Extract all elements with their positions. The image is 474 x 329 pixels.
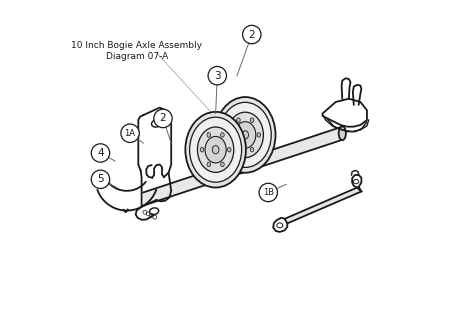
Ellipse shape [220, 133, 224, 137]
Circle shape [91, 144, 109, 162]
Circle shape [208, 66, 227, 85]
Ellipse shape [227, 112, 264, 158]
Ellipse shape [185, 112, 246, 188]
Ellipse shape [338, 126, 346, 140]
Ellipse shape [224, 134, 237, 150]
Text: 1B: 1B [263, 188, 274, 197]
Ellipse shape [198, 127, 234, 172]
Ellipse shape [219, 102, 271, 167]
Ellipse shape [237, 118, 240, 122]
Ellipse shape [207, 162, 210, 167]
Text: 2: 2 [160, 114, 166, 123]
Ellipse shape [237, 147, 240, 152]
Ellipse shape [250, 147, 254, 152]
Ellipse shape [190, 117, 242, 182]
Ellipse shape [200, 147, 204, 152]
Ellipse shape [250, 118, 254, 122]
Ellipse shape [152, 120, 161, 127]
Ellipse shape [221, 131, 239, 153]
Text: 10 Inch Bogie Axle Assembly
Diagram 07-A: 10 Inch Bogie Axle Assembly Diagram 07-A [71, 41, 202, 61]
Polygon shape [143, 127, 342, 206]
Ellipse shape [220, 162, 224, 167]
Ellipse shape [277, 223, 283, 228]
Circle shape [259, 183, 277, 202]
Ellipse shape [149, 208, 159, 215]
Circle shape [91, 170, 109, 189]
Text: 1A: 1A [125, 129, 136, 138]
Ellipse shape [230, 133, 233, 137]
Text: 4: 4 [97, 148, 104, 158]
Ellipse shape [242, 131, 248, 139]
Circle shape [121, 124, 139, 142]
Text: 5: 5 [97, 174, 104, 184]
Text: 2: 2 [248, 30, 255, 39]
Ellipse shape [235, 122, 256, 148]
Ellipse shape [354, 180, 359, 184]
Ellipse shape [205, 137, 226, 163]
Ellipse shape [215, 97, 275, 173]
Circle shape [154, 109, 172, 128]
Polygon shape [285, 187, 361, 223]
Ellipse shape [212, 145, 219, 154]
Ellipse shape [257, 133, 261, 137]
Ellipse shape [207, 133, 210, 137]
Ellipse shape [228, 147, 231, 152]
Text: 3: 3 [214, 71, 220, 81]
Circle shape [243, 25, 261, 44]
